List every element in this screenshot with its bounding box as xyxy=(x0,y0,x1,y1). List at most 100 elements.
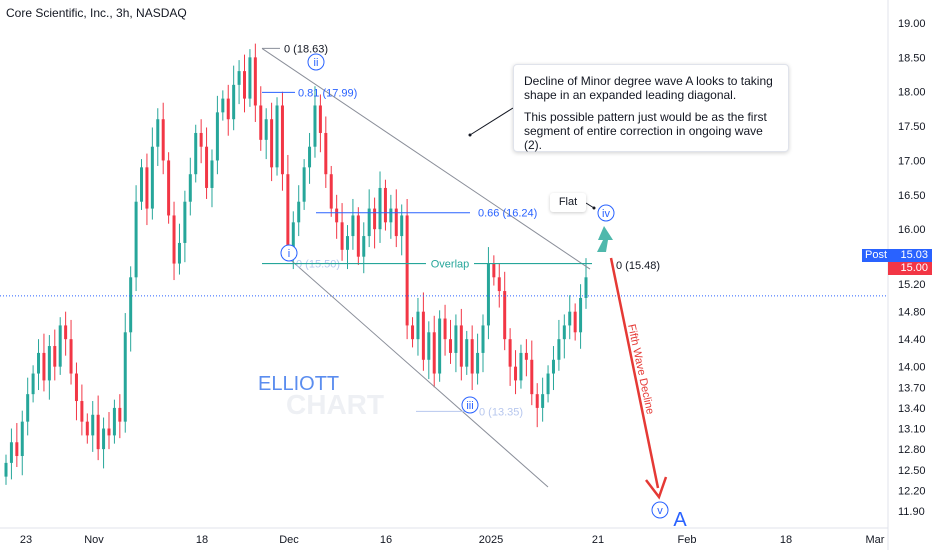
x-tick-label-6: 21 xyxy=(592,534,604,546)
candle-body-49 xyxy=(270,119,274,168)
candle-body-61 xyxy=(335,208,339,223)
candle-body-17 xyxy=(96,414,100,450)
candle-body-10 xyxy=(58,325,62,367)
candle-body-97 xyxy=(530,359,534,395)
x-tick-label-1: Nov xyxy=(84,534,104,546)
y-tick-label-1: 18.50 xyxy=(898,52,926,64)
candle-body-62 xyxy=(340,222,344,250)
y-tick-label-16: 12.50 xyxy=(898,465,926,477)
candle-body-12 xyxy=(69,339,73,374)
analysis-note[interactable]: Decline of Minor degree wave A looks to … xyxy=(513,64,789,152)
candle-body-57 xyxy=(313,105,317,147)
candle-body-2 xyxy=(15,442,19,457)
candle-body-25 xyxy=(140,167,144,202)
candle-body-60 xyxy=(329,174,333,209)
candle-body-51 xyxy=(280,105,284,175)
candle-body-88 xyxy=(481,325,485,353)
wave-circle-iii xyxy=(461,396,479,414)
wave-circle-i xyxy=(280,244,298,262)
post-market-label: Post xyxy=(862,249,888,262)
candle-body-92 xyxy=(503,291,507,340)
candle-body-89 xyxy=(486,263,490,326)
candle-body-100 xyxy=(546,373,550,395)
candle-body-74 xyxy=(405,215,409,326)
candle-body-87 xyxy=(476,352,480,374)
fib-label-0: 0 (18.63) xyxy=(284,43,328,55)
last-price-label: 15.00 xyxy=(888,262,932,275)
candle-body-26 xyxy=(145,167,149,209)
wave-circle-ii xyxy=(307,53,325,71)
candle-body-29 xyxy=(161,119,165,161)
candle-body-80 xyxy=(438,318,442,374)
upper-diagonal-line xyxy=(261,48,591,270)
candle-body-94 xyxy=(514,366,518,381)
candle-body-1 xyxy=(9,442,13,463)
candle-body-78 xyxy=(427,332,431,360)
wave-label-iv: iv xyxy=(602,208,610,220)
y-tick-label-3: 17.50 xyxy=(898,121,926,133)
y-tick-label-0: 19.00 xyxy=(898,18,926,30)
candle-body-101 xyxy=(551,359,555,374)
candle-body-82 xyxy=(448,339,452,353)
candle-body-13 xyxy=(74,373,78,402)
candle-body-48 xyxy=(264,119,268,140)
candle-body-106 xyxy=(579,297,583,333)
wave-label-v: v xyxy=(657,505,663,517)
candle-body-77 xyxy=(421,311,425,360)
candle-body-86 xyxy=(470,339,474,374)
wave-circle-v xyxy=(651,501,669,519)
x-tick-label-7: Feb xyxy=(678,534,697,546)
flat-connector xyxy=(585,202,595,209)
candle-body-19 xyxy=(107,428,111,436)
candle-body-0 xyxy=(4,462,8,477)
fifth-wave-arrow-line xyxy=(609,257,660,489)
candle-body-91 xyxy=(497,277,501,292)
y-tick-label-6: 16.00 xyxy=(898,224,926,236)
y-tick-label-9: 14.80 xyxy=(898,307,926,319)
candle-body-52 xyxy=(286,174,290,250)
candle-body-65 xyxy=(356,215,360,257)
wave-label-i: i xyxy=(288,248,290,260)
candle-body-39 xyxy=(215,112,219,161)
candle-body-68 xyxy=(373,208,377,230)
candle-body-105 xyxy=(573,311,577,333)
candle-body-43 xyxy=(237,71,241,85)
y-tick-label-15: 12.80 xyxy=(898,444,926,456)
x-tick-label-8: 18 xyxy=(780,534,792,546)
flat-connector-dot xyxy=(592,206,596,210)
candle-body-8 xyxy=(47,346,51,381)
candle-body-84 xyxy=(459,325,463,367)
candle-body-44 xyxy=(243,71,247,99)
candle-body-27 xyxy=(150,146,154,209)
candle-body-47 xyxy=(259,105,263,140)
candle-body-21 xyxy=(118,407,122,422)
candle-body-69 xyxy=(378,187,382,230)
candle-body-20 xyxy=(112,407,116,436)
post-market-price: 15.03 xyxy=(888,249,932,262)
candle-body-64 xyxy=(351,215,355,237)
y-tick-label-13: 13.40 xyxy=(898,403,926,415)
candle-body-76 xyxy=(416,311,420,340)
lower-diagonal-line xyxy=(286,256,549,488)
fib-label-4: 0 (15.50) xyxy=(296,259,340,271)
degree-label-a: A xyxy=(673,509,687,531)
candle-body-7 xyxy=(42,352,46,381)
candle-body-59 xyxy=(324,132,328,175)
candle-body-70 xyxy=(383,187,387,223)
watermark-line-1: ELLIOTT xyxy=(258,373,339,395)
flat-label: Flat xyxy=(550,193,586,212)
x-tick-label-4: 16 xyxy=(380,534,392,546)
candle-body-90 xyxy=(492,263,496,278)
note-text-2: This possible pattern just would be as t… xyxy=(524,110,767,152)
x-tick-label-0: 23 xyxy=(20,534,32,546)
candle-body-24 xyxy=(134,201,138,278)
watermark-line-2: CHART xyxy=(286,389,384,420)
candle-body-40 xyxy=(221,98,225,113)
candle-body-83 xyxy=(454,325,458,353)
candle-body-34 xyxy=(188,174,192,202)
candle-body-3 xyxy=(20,421,24,457)
candle-body-72 xyxy=(394,208,398,237)
candle-body-38 xyxy=(210,160,214,188)
